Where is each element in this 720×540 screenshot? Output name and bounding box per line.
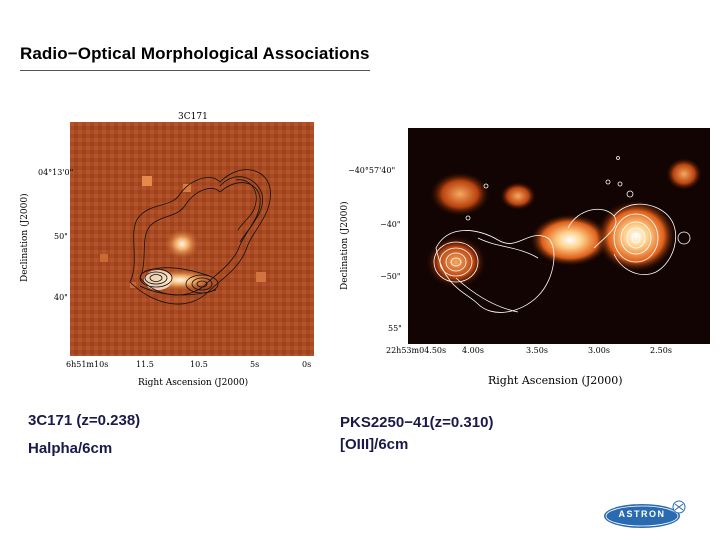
- title-divider: [20, 70, 370, 71]
- left-x-tick-2: 10.5: [190, 360, 208, 369]
- left-x-tick-3: 5s: [250, 360, 260, 369]
- right-x-tick-0: 22h53m04.50s: [386, 346, 447, 355]
- right-x-axis-label: Right Ascension (J2000): [488, 374, 623, 387]
- left-x-tick-1: 11.5: [136, 360, 154, 369]
- right-y-tick-0: −40°57'40": [348, 166, 396, 175]
- right-caption-line1: PKS2250−41(z=0.310): [340, 414, 494, 431]
- astron-logo-shape: [604, 500, 686, 528]
- left-caption-line2: Halpha/6cm: [28, 440, 113, 457]
- left-y-tick-0: 04°13'0": [38, 168, 74, 177]
- right-image-panel: [408, 128, 710, 344]
- right-x-tick-1: 4.00s: [462, 346, 484, 355]
- left-x-axis-label: Right Ascension (J2000): [138, 378, 249, 388]
- right-x-tick-3: 3.00s: [588, 346, 610, 355]
- left-caption-line1: 3C171 (z=0.238): [28, 412, 141, 429]
- right-x-tick-2: 3.50s: [526, 346, 548, 355]
- slide-title: Radio−Optical Morphological Associations: [20, 44, 370, 63]
- right-caption-line2: [OIII]/6cm: [340, 436, 409, 453]
- right-y-axis-label: Declination (J2000): [340, 201, 350, 290]
- left-y-tick-2: 40": [54, 293, 68, 302]
- left-y-axis-label: Declination (J2000): [20, 193, 30, 282]
- left-x-tick-4: 0s: [302, 360, 312, 369]
- right-y-tick-2: −50": [380, 272, 401, 281]
- left-y-tick-1: 50": [54, 232, 68, 241]
- astron-logo-text: ASTRON: [618, 509, 666, 519]
- left-x-tick-0: 6h51m10s: [66, 360, 109, 369]
- right-x-tick-4: 2.50s: [650, 346, 672, 355]
- right-y-tick-3: 55": [388, 324, 402, 333]
- right-optical-image: [408, 128, 710, 344]
- right-y-tick-1: −40": [380, 220, 401, 229]
- left-plot-label: 3C171: [178, 112, 208, 122]
- left-image-panel: [70, 122, 314, 356]
- astron-logo: ASTRON: [602, 500, 688, 530]
- left-optical-image: [70, 122, 314, 356]
